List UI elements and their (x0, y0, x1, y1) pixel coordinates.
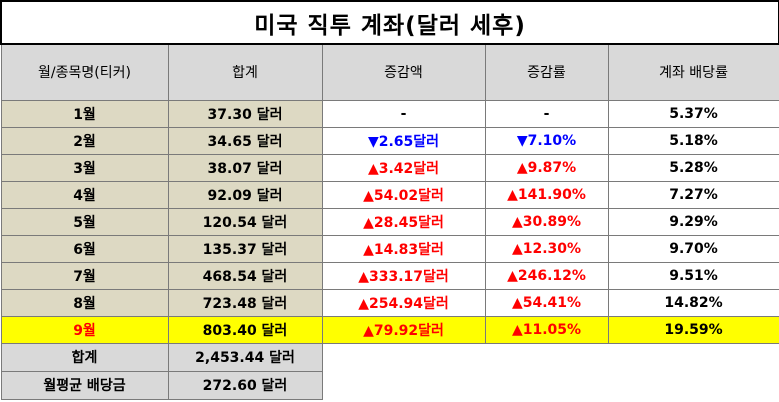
cell-rate: ▲141.90% (484, 180, 609, 209)
cell-total: 92.09 달러 (167, 180, 323, 209)
summary-value: 2,453.44 달러 (167, 342, 323, 372)
cell-month: 1월 (0, 99, 169, 128)
cell-rate: - (484, 99, 609, 128)
cell-rate: ▲54.41% (484, 288, 609, 317)
cell-rate: ▲30.89% (484, 207, 609, 236)
cell-yield: 5.28% (607, 153, 779, 182)
cell-rate: ▲12.30% (484, 234, 609, 263)
table-row: 2월 34.65 달러 ▼2.65달러 ▼7.10% 5.18% (0, 126, 779, 155)
cell-month: 8월 (0, 288, 169, 317)
cell-month: 5월 (0, 207, 169, 236)
header-month: 월/종목명(티커) (0, 43, 169, 101)
cell-total: 37.30 달러 (167, 99, 323, 128)
table-row: 9월 803.40 달러 ▲79.92달러 ▲11.05% 19.59% (0, 315, 779, 344)
cell-total: 135.37 달러 (167, 234, 323, 263)
table-row: 4월 92.09 달러 ▲54.02달러 ▲141.90% 7.27% (0, 180, 779, 209)
header-yield: 계좌 배당률 (607, 43, 779, 101)
cell-month: 6월 (0, 234, 169, 263)
summary-value: 272.60 달러 (167, 370, 323, 400)
summary-label: 합계 (0, 342, 169, 372)
cell-month: 3월 (0, 153, 169, 182)
table-row: 1월 37.30 달러 - -5.37% (0, 99, 779, 128)
cell-total: 468.54 달러 (167, 261, 323, 290)
table-row: 3월 38.07 달러 ▲3.42달러 ▲9.87% 5.28% (0, 153, 779, 182)
cell-yield: 5.37% (607, 99, 779, 128)
summary-row: 합계 2,453.44 달러 (0, 342, 779, 399)
cell-change: ▲14.83달러 (321, 234, 486, 263)
summary-blank-area (321, 342, 779, 399)
header-rate: 증감률 (484, 43, 609, 101)
cell-rate: ▲9.87% (484, 153, 609, 182)
cell-month: 4월 (0, 180, 169, 209)
cell-yield: 9.70% (607, 234, 779, 263)
cell-total: 120.54 달러 (167, 207, 323, 236)
cell-yield: 5.18% (607, 126, 779, 155)
cell-yield: 9.51% (607, 261, 779, 290)
cell-change: ▲28.45달러 (321, 207, 486, 236)
cell-total: 803.40 달러 (167, 315, 323, 344)
table-title: 미국 직투 계좌(달러 세후) (0, 0, 779, 45)
cell-change: ▼2.65달러 (321, 126, 486, 155)
table-row: 6월 135.37 달러 ▲14.83달러 ▲12.30% 9.70% (0, 234, 779, 263)
cell-rate: ▲11.05% (484, 315, 609, 344)
cell-month: 2월 (0, 126, 169, 155)
cell-rate: ▲246.12% (484, 261, 609, 290)
cell-total: 38.07 달러 (167, 153, 323, 182)
table-header-row: 월/종목명(티커) 합계 증감액 증감률 계좌 배당률 (0, 43, 779, 101)
cell-yield: 7.27% (607, 180, 779, 209)
summary-label: 월평균 배당금 (0, 370, 169, 400)
cell-yield: 9.29% (607, 207, 779, 236)
header-change: 증감액 (321, 43, 486, 101)
cell-change: ▲254.94달러 (321, 288, 486, 317)
cell-change: ▲54.02달러 (321, 180, 486, 209)
cell-yield: 14.82% (607, 288, 779, 317)
cell-rate: ▼7.10% (484, 126, 609, 155)
table-row: 7월 468.54 달러 ▲333.17달러 ▲246.12% 9.51% (0, 261, 779, 290)
cell-change: ▲3.42달러 (321, 153, 486, 182)
table-row: 8월 723.48 달러 ▲254.94달러 ▲54.41% 14.82% (0, 288, 779, 317)
summary-row: 월평균 배당금 272.60 달러 (0, 370, 779, 400)
cell-change: - (321, 99, 486, 128)
cell-change: ▲333.17달러 (321, 261, 486, 290)
cell-yield: 19.59% (607, 315, 779, 344)
header-total: 합계 (167, 43, 323, 101)
cell-change: ▲79.92달러 (321, 315, 486, 344)
table-title-row: 미국 직투 계좌(달러 세후) (0, 0, 779, 45)
cell-month: 7월 (0, 261, 169, 290)
cell-total: 723.48 달러 (167, 288, 323, 317)
cell-total: 34.65 달러 (167, 126, 323, 155)
cell-month: 9월 (0, 315, 169, 344)
table-row: 5월 120.54 달러 ▲28.45달러 ▲30.89% 9.29% (0, 207, 779, 236)
